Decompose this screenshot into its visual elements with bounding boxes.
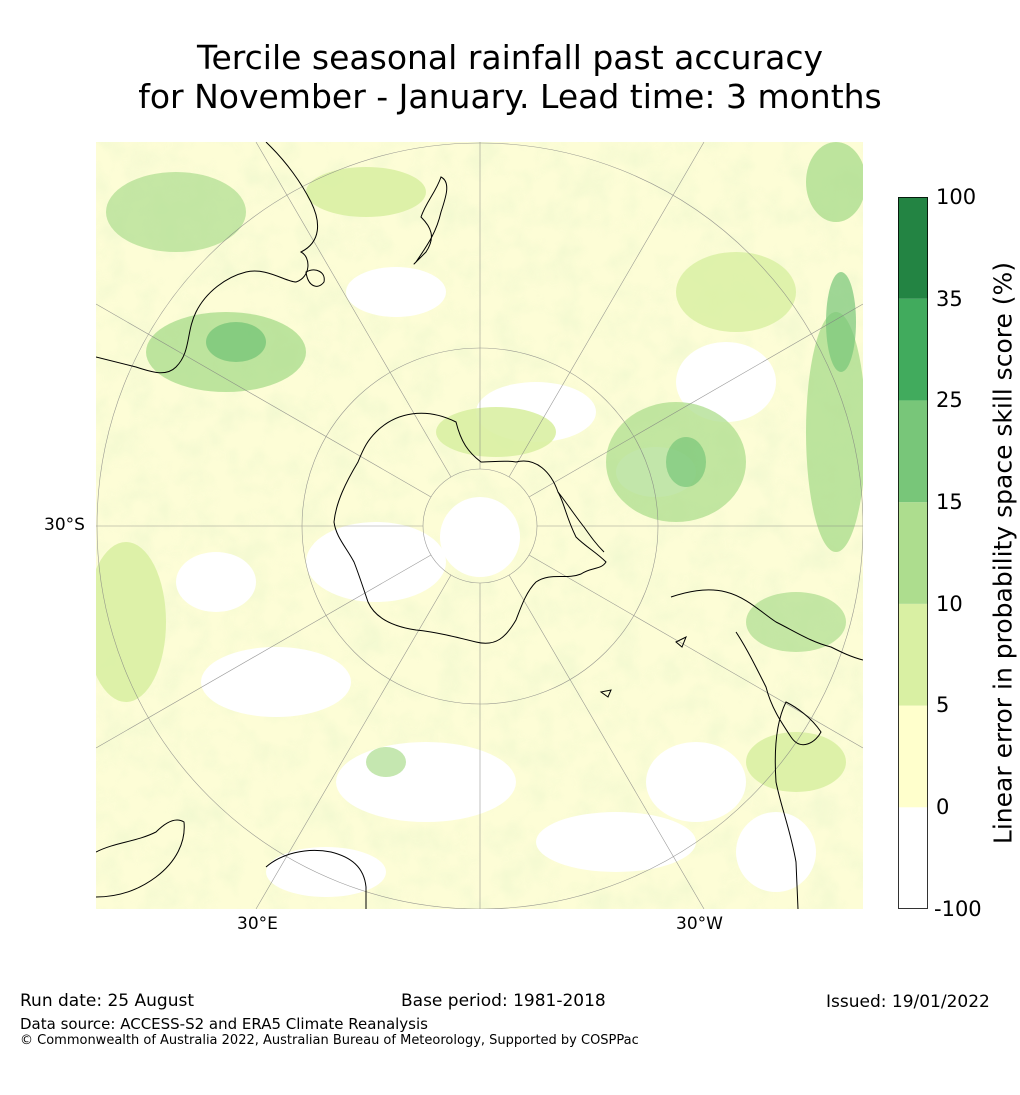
lon-label-30w: 30°W [676, 914, 723, 934]
madagascar-coast [265, 849, 367, 909]
colorbar-tick-5: 5 [936, 693, 950, 717]
run-date: Run date: 25 August [20, 991, 194, 1011]
title-line-2: for November - January. Lead time: 3 mon… [138, 77, 882, 116]
south-america-coast-2 [735, 631, 822, 909]
falklands-coast [599, 689, 612, 698]
antarctica-coast [333, 412, 607, 644]
base-period: Base period: 1981-2018 [401, 991, 606, 1011]
peninsula-coast [557, 491, 605, 553]
new-zealand-coast [413, 176, 448, 265]
colorbar-tick-10: 10 [936, 592, 963, 616]
lat-label-30s: 30°S [44, 515, 85, 535]
colorbar-segment [898, 603, 928, 706]
australia-coast [96, 142, 319, 374]
colorbar-tick-minus100: -100 [934, 897, 982, 921]
south-georgia-coast [675, 635, 687, 648]
tasmania-coast [305, 269, 325, 287]
colorbar-tick-0: 0 [936, 795, 950, 819]
colorbar-title: Linear error in probability space skill … [988, 261, 1018, 845]
colorbar-segment [898, 400, 928, 503]
colorbar-segment [898, 502, 928, 604]
colorbar-tick-35: 35 [936, 287, 963, 311]
colorbar-segment [898, 197, 928, 299]
issued-date: Issued: 19/01/2022 [826, 992, 990, 1012]
title-line-1: Tercile seasonal rainfall past accuracy [196, 38, 824, 77]
coastlines [96, 142, 863, 909]
south-america-coast [670, 589, 863, 661]
colorbar-segment [898, 807, 928, 909]
polar-skill-map [96, 142, 863, 909]
colorbar-tick-25: 25 [936, 388, 963, 412]
colorbar-segment [898, 298, 928, 401]
lon-label-30e: 30°E [237, 914, 278, 934]
data-source: Data source: ACCESS-S2 and ERA5 Climate … [20, 1015, 428, 1033]
copyright: © Commonwealth of Australia 2022, Austra… [20, 1033, 639, 1048]
africa-coast [96, 819, 185, 898]
colorbar [898, 197, 928, 909]
negative-skill-patches [176, 267, 816, 897]
colorbar-tick-100: 100 [936, 185, 977, 209]
chart-title: Tercile seasonal rainfall past accuracy … [0, 38, 1020, 116]
positive-skill-patches [96, 142, 863, 792]
colorbar-tick-15: 15 [936, 490, 963, 514]
colorbar-segment [898, 705, 928, 808]
